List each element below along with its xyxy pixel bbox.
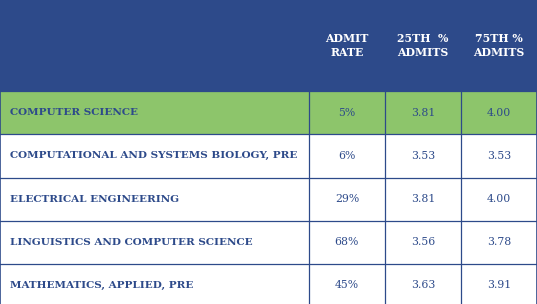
Text: COMPUTATIONAL AND SYSTEMS BIOLOGY, PRE: COMPUTATIONAL AND SYSTEMS BIOLOGY, PRE <box>10 151 297 161</box>
Bar <box>0 178 537 221</box>
Text: 68%: 68% <box>335 237 359 247</box>
Text: 3.53: 3.53 <box>487 151 511 161</box>
Text: 4.00: 4.00 <box>487 194 511 204</box>
Text: 3.63: 3.63 <box>411 281 436 290</box>
Bar <box>0 0 537 91</box>
Text: ADMIT
RATE: ADMIT RATE <box>325 33 368 58</box>
Text: 3.81: 3.81 <box>411 194 436 204</box>
Text: 3.78: 3.78 <box>487 237 511 247</box>
Text: 3.91: 3.91 <box>487 281 511 290</box>
Text: 3.56: 3.56 <box>411 237 436 247</box>
Bar <box>0 264 537 304</box>
Text: 5%: 5% <box>338 108 355 118</box>
Text: 75TH %
ADMITS: 75TH % ADMITS <box>474 33 525 58</box>
Text: MATHEMATICS, APPLIED, PRE: MATHEMATICS, APPLIED, PRE <box>10 281 193 290</box>
Bar <box>0 221 537 264</box>
Text: LINGUISTICS AND COMPUTER SCIENCE: LINGUISTICS AND COMPUTER SCIENCE <box>10 238 252 247</box>
Text: ELECTRICAL ENGINEERING: ELECTRICAL ENGINEERING <box>10 195 179 204</box>
Text: 4.00: 4.00 <box>487 108 511 118</box>
Text: 6%: 6% <box>338 151 355 161</box>
Bar <box>0 91 537 134</box>
Text: 3.53: 3.53 <box>411 151 436 161</box>
Bar <box>0 134 537 178</box>
Text: 45%: 45% <box>335 281 359 290</box>
Text: COMPUTER SCIENCE: COMPUTER SCIENCE <box>10 108 137 117</box>
Text: 25TH  %
ADMITS: 25TH % ADMITS <box>397 33 449 58</box>
Text: 3.81: 3.81 <box>411 108 436 118</box>
Text: 29%: 29% <box>335 194 359 204</box>
